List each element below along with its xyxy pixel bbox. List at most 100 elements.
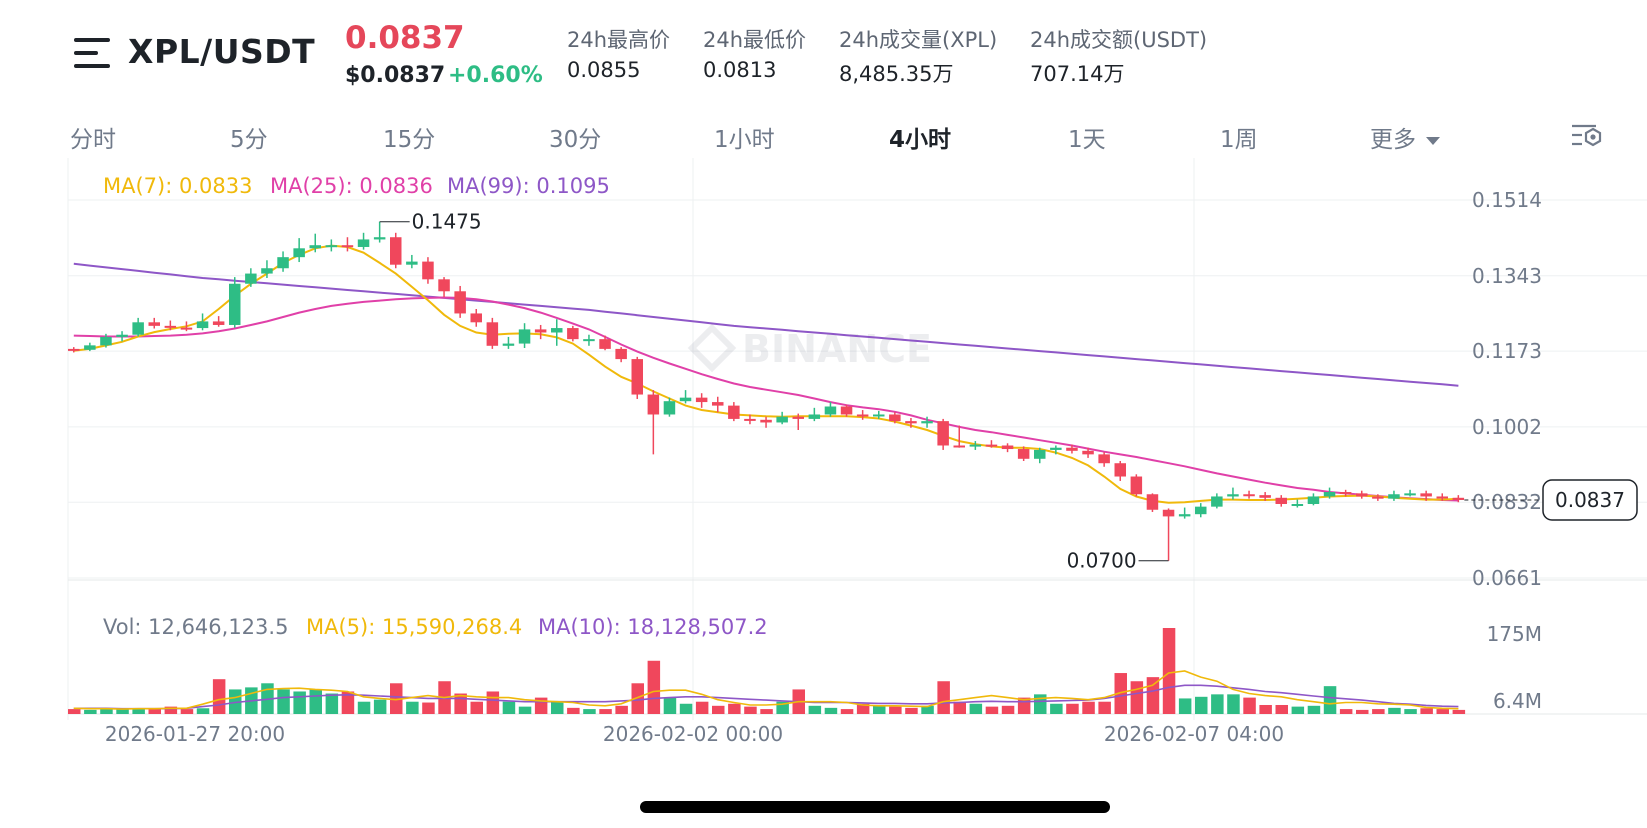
- volume-bar: [744, 706, 757, 714]
- tab-1h[interactable]: 1小时: [714, 127, 775, 153]
- stat-value-low: 0.0813: [703, 58, 777, 82]
- home-indicator[interactable]: [640, 801, 1110, 813]
- menu-icon[interactable]: [74, 36, 112, 70]
- volume-bar: [1356, 709, 1369, 714]
- volume-bar: [325, 693, 339, 714]
- candle-body: [325, 245, 338, 248]
- volume-bar: [599, 709, 612, 714]
- candle-body: [712, 402, 724, 406]
- candle-body: [1275, 497, 1287, 504]
- stat-value-high: 0.0855: [567, 58, 641, 82]
- volume-bar: [84, 709, 97, 714]
- candle-body: [373, 237, 386, 240]
- volume-bar: [132, 708, 145, 714]
- tab-1d[interactable]: 1天: [1068, 127, 1106, 153]
- volume-bar: [277, 689, 290, 714]
- candle-body: [695, 397, 708, 403]
- current-price-tag: [1542, 479, 1638, 521]
- candle-body: [567, 328, 579, 340]
- volume-bar: [406, 701, 419, 714]
- candle-body: [390, 237, 402, 265]
- candle-body: [438, 279, 450, 292]
- candle-body: [1404, 493, 1416, 496]
- candle-body: [1162, 509, 1175, 517]
- tab-4h[interactable]: 4小时: [889, 127, 952, 153]
- volume-bar: [180, 709, 194, 714]
- candle-body: [1001, 445, 1014, 450]
- volume-bar: [1420, 708, 1433, 714]
- volume-bar: [1227, 694, 1240, 714]
- candle-body: [470, 313, 482, 323]
- tab-30m[interactable]: 30分: [549, 127, 602, 153]
- volume-bar: [663, 697, 677, 714]
- change-percent: +0.60%: [448, 63, 543, 88]
- legend-ma99: MA(99): 0.1095: [447, 174, 610, 198]
- candle-body: [1243, 494, 1255, 497]
- volume-bar: [969, 703, 983, 714]
- candle-body: [1420, 493, 1432, 497]
- candle-body: [1307, 496, 1320, 504]
- price-tick-label: 0.0832: [1472, 490, 1542, 514]
- ma25-line: [73, 296, 1459, 502]
- legend-vol: Vol: 12,646,123.5: [103, 615, 289, 639]
- candle-body: [1291, 503, 1304, 506]
- volume-bar: [873, 705, 886, 714]
- current-price-tag-label: 0.0837: [1555, 488, 1625, 512]
- chart-settings-icon[interactable]: [1570, 118, 1604, 152]
- tab-more-label: 更多: [1370, 127, 1416, 153]
- volume-bar: [921, 705, 934, 714]
- volume-bar: [1307, 705, 1321, 714]
- volume-bar: [551, 701, 564, 714]
- volume-ma5-line: [73, 670, 1459, 710]
- volume-bar: [518, 706, 532, 714]
- volume-bar: [1178, 698, 1192, 714]
- volume-bar: [1404, 709, 1417, 714]
- volume-bar: [1259, 704, 1272, 714]
- price-tick-label: 0.0661: [1472, 566, 1542, 590]
- stat-value-volume: 8,485.35万: [839, 62, 954, 86]
- tab-5m[interactable]: 5分: [230, 127, 268, 153]
- candle-body: [1227, 494, 1239, 497]
- volume-bar: [196, 708, 210, 714]
- ma99-line: [73, 262, 1459, 387]
- candle-body: [164, 325, 177, 328]
- candle-body: [599, 339, 611, 349]
- volume-bar: [647, 660, 661, 714]
- candle-body: [1130, 476, 1143, 495]
- volume-bar: [679, 703, 693, 714]
- candle-body: [889, 414, 901, 422]
- volume-bar: [856, 703, 870, 714]
- candle-body: [422, 261, 434, 280]
- tab-15m[interactable]: 15分: [383, 127, 436, 153]
- volume-bar: [502, 701, 516, 714]
- tab-1w[interactable]: 1周: [1220, 127, 1258, 153]
- volume-bar: [422, 702, 435, 714]
- candle-body: [969, 444, 982, 447]
- candle-body: [856, 414, 869, 417]
- pair-title[interactable]: XPL/USDT: [128, 32, 316, 71]
- price-tick-label: 0.1343: [1472, 264, 1542, 288]
- volume-bar: [116, 709, 129, 714]
- candle-body: [679, 397, 692, 402]
- candle-body: [1082, 450, 1094, 455]
- tab-more[interactable]: 更多: [1370, 120, 1440, 154]
- price-tick-label: 0.1514: [1472, 188, 1542, 212]
- volume-bar: [1388, 707, 1401, 714]
- candle-body: [1178, 514, 1191, 517]
- volume-bar: [1452, 709, 1466, 714]
- candle-body: [180, 327, 193, 330]
- volume-bar: [1339, 709, 1353, 714]
- candle-body: [196, 321, 209, 329]
- last-price: 0.0837: [345, 20, 465, 56]
- volume-bar: [583, 709, 596, 714]
- candle-body: [454, 291, 466, 314]
- volume-bar: [1195, 696, 1208, 714]
- high-price-label: 0.1475: [412, 210, 482, 234]
- volume-bar: [470, 701, 483, 714]
- candle-body: [631, 359, 643, 395]
- candle-body: [647, 394, 660, 415]
- volume-bar: [728, 703, 741, 714]
- volume-bar: [1372, 709, 1385, 714]
- tab-timeline[interactable]: 分时: [70, 127, 116, 153]
